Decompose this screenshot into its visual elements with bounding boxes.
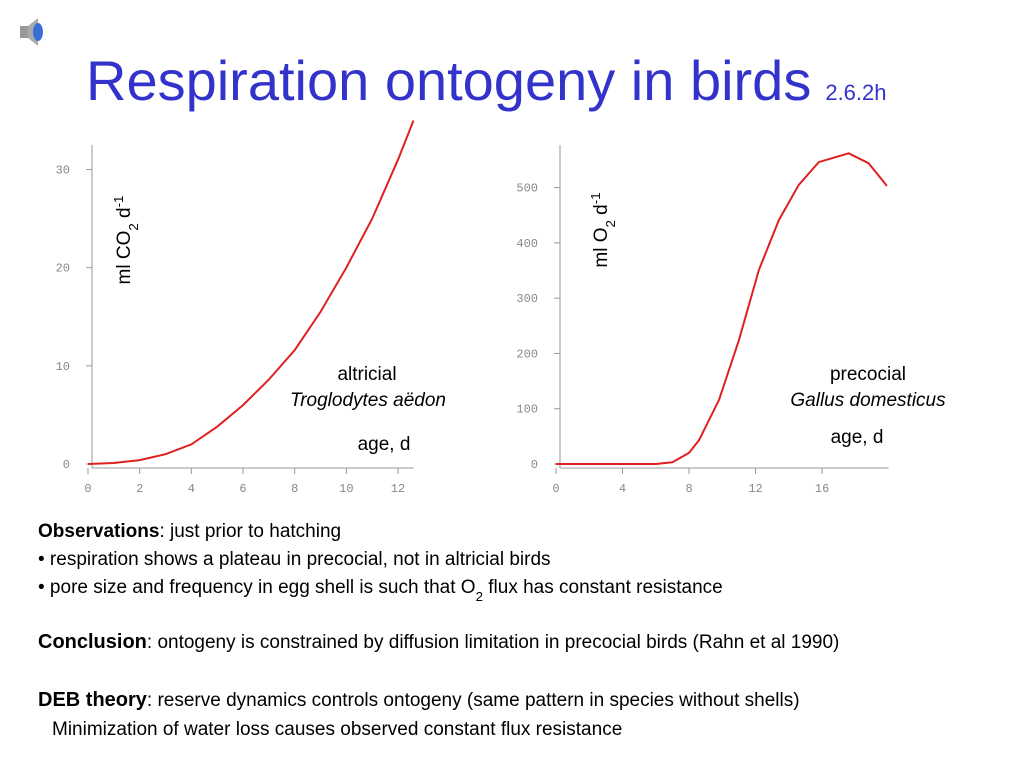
x-axis-label: age, d — [358, 434, 411, 455]
x-tick-label: 0 — [84, 482, 91, 496]
text-part: 2 — [603, 220, 618, 227]
y-tick-label: 200 — [516, 347, 538, 361]
bullet: • respiration shows a plateau in precoci… — [38, 549, 551, 570]
x-tick-label: 10 — [339, 482, 353, 496]
speaker-body — [20, 26, 28, 38]
heading: Conclusion — [38, 631, 147, 653]
x-tick-label: 0 — [552, 482, 559, 496]
slide-title: Respiration ontogeny in birds 2.6.2h — [86, 49, 887, 112]
text: : ontogeny is constrained by diffusion l… — [147, 632, 839, 653]
bullet: • pore size and frequency in egg shell i… — [38, 577, 723, 604]
observations: Observations: just prior to hatching — [38, 521, 341, 542]
y-axis-label: ml CO2 d-1 — [111, 196, 141, 285]
text-part: ml CO — [114, 231, 135, 285]
bullets: • respiration shows a plateau in precoci… — [38, 549, 723, 604]
x-axis-label: age, d — [831, 427, 884, 448]
y-tick-label: 400 — [516, 237, 538, 251]
x-tick-label: 2 — [136, 482, 143, 496]
y-tick-label: 100 — [516, 403, 538, 417]
annotation: Gallus domesticus — [790, 390, 946, 411]
line — [87, 120, 415, 465]
x-tick-label: 6 — [239, 482, 246, 496]
y-tick-label: 0 — [531, 458, 538, 472]
heading: DEB theory — [38, 689, 148, 711]
line — [556, 152, 888, 465]
x-tick-label: 4 — [619, 482, 626, 496]
annotation: altricial — [337, 364, 396, 385]
y-tick-label: 30 — [56, 164, 70, 178]
y-tick-label: 300 — [516, 292, 538, 306]
y-tick-label: 500 — [516, 182, 538, 196]
text: : just prior to hatching — [159, 521, 341, 542]
deb-line: Minimization of water loss causes observ… — [52, 719, 622, 740]
y-tick-label: 10 — [56, 360, 70, 374]
x-tick-label: 8 — [291, 482, 298, 496]
title-text: Respiration ontogeny in birds — [86, 49, 811, 112]
text-part: 2 — [126, 223, 141, 230]
x-tick-label: 8 — [685, 482, 692, 496]
y-tick-label: 0 — [63, 458, 70, 472]
conclusion: Conclusion: ontogeny is constrained by d… — [38, 631, 839, 653]
text-part: • respiration shows a plateau in precoci… — [38, 549, 551, 570]
text-part: ml O — [591, 227, 612, 267]
text: : reserve dynamics controls ontogeny (sa… — [147, 690, 800, 711]
x-tick-label: 12 — [748, 482, 762, 496]
speaker-icon[interactable] — [20, 18, 43, 46]
text-part: d — [114, 207, 135, 223]
x-tick-label: 12 — [391, 482, 405, 496]
deb-theory: DEB theory: reserve dynamics controls on… — [38, 689, 800, 711]
annotation: Troglodytes aëdon — [290, 390, 446, 411]
x-tick-label: 4 — [188, 482, 195, 496]
chart: 0 100 200 300 400 500 0 4 8 12 16 ml O2 d-1 precocia… — [516, 145, 946, 496]
heading: Observations — [38, 521, 159, 542]
x-tick-label: 16 — [815, 482, 829, 496]
section-number: 2.6.2h — [825, 80, 886, 105]
speaker-face — [33, 23, 43, 41]
annotation: precocial — [830, 364, 906, 385]
text-part: -1 — [588, 192, 603, 204]
text-part: d — [591, 204, 612, 220]
text-part: 2 — [476, 589, 483, 604]
y-axis-label: ml O2 d-1 — [588, 192, 618, 267]
text-part: -1 — [111, 196, 126, 208]
y-tick-label: 20 — [56, 262, 70, 276]
text-part: flux has constant resistance — [483, 577, 723, 598]
text-part: • pore size and frequency in egg shell i… — [38, 577, 476, 598]
